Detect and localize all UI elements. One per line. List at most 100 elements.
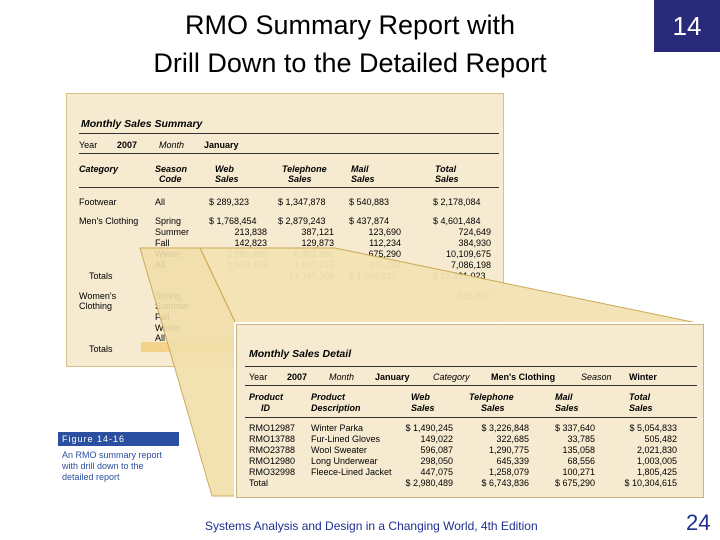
year-label: Year <box>79 140 98 150</box>
divider <box>79 153 499 154</box>
cell-web: 596,087 <box>420 445 453 455</box>
cell-web: 1,930,726 <box>226 260 267 270</box>
cell-season: Fall <box>155 312 170 322</box>
cell-tel: $ 1,347,878 <box>278 197 326 207</box>
cell-season: All <box>155 260 166 270</box>
col-category: Category <box>79 164 119 174</box>
divider <box>79 187 499 188</box>
year-value: 2007 <box>117 140 138 150</box>
col-web-2: Sales <box>215 174 239 184</box>
cell-tel: 1,290,775 <box>488 445 529 455</box>
caption-text: An RMO summary report with drill down to… <box>62 450 178 483</box>
cell-total: 7,086,198 <box>450 260 491 270</box>
figure-caption: Figure 14-16 An RMO summary report with … <box>58 432 179 497</box>
cell-web: 149,022 <box>420 434 453 444</box>
cell-season: Summer <box>155 227 190 237</box>
col-season: Season <box>155 164 188 174</box>
col-web-2: Sales <box>411 403 435 413</box>
caption-line: An RMO summary report <box>62 450 163 460</box>
cell-mail: 349,234 <box>368 260 401 270</box>
cell-total: 1,805,425 <box>636 467 677 477</box>
cell-web: 298,050 <box>420 456 453 466</box>
cell-total: $ 23,391,023 <box>433 271 486 281</box>
cell-total: 384,930 <box>458 238 491 248</box>
cell-category: Women's <box>79 291 117 301</box>
cell-tel: 6,453,896 <box>293 249 334 259</box>
cell-season: All <box>155 333 166 343</box>
col-telephone-2: Sales <box>481 403 505 413</box>
cell-id: Total <box>249 478 269 488</box>
cell-mail: $ 337,640 <box>554 423 595 433</box>
col-total: Total <box>435 164 457 174</box>
cell-id: RMO12987 <box>249 423 296 433</box>
cell-total: 1,003,005 <box>636 456 677 466</box>
cell-mail: 123,690 <box>368 227 401 237</box>
cell-total: 724,649 <box>458 227 491 237</box>
cell-category: Men's Clothing <box>79 216 139 226</box>
cell-total: $ 2,178,084 <box>433 197 481 207</box>
col-mail-2: Sales <box>351 174 375 184</box>
detail-title: Monthly Sales Detail <box>249 348 352 360</box>
cell-web: 2,980,489 <box>226 249 267 259</box>
cell-tel: 1,258,079 <box>488 467 529 477</box>
col-total: Total <box>629 392 651 402</box>
cell-total: $ 4,601,484 <box>433 216 481 226</box>
cell-desc: Fleece-Lined Jacket <box>311 467 392 477</box>
cell-web: $ 1,490,245 <box>405 423 453 433</box>
cell-desc: Wool Sweater <box>311 445 367 455</box>
cell-tel: $ 2,879,243 <box>278 216 326 226</box>
cell-tel: $ 3,226,848 <box>481 423 529 433</box>
chapter-number: 14 <box>672 10 702 41</box>
cell-id: RMO23788 <box>249 445 296 455</box>
cell-season: Summer <box>155 301 190 311</box>
cell-mail: 33,785 <box>567 434 595 444</box>
cell-category: Clothing <box>79 301 113 311</box>
cell-id: RMO13788 <box>249 434 296 444</box>
cell-id: RMO32998 <box>249 467 296 477</box>
cell-mail: $ 675,290 <box>554 478 595 488</box>
cell-category: Footwear <box>79 197 117 207</box>
cell-mail: 675,290 <box>368 249 401 259</box>
cell-desc: Winter Parka <box>311 423 364 433</box>
col-total-2: Sales <box>435 174 459 184</box>
col-web: Web <box>215 164 234 174</box>
summary-title: Monthly Sales Summary <box>81 118 203 130</box>
cell-total: 10,109,675 <box>445 249 491 259</box>
col-total-2: Sales <box>629 403 653 413</box>
category-label: Category <box>433 372 470 382</box>
cell-season: Winter <box>155 249 182 259</box>
month-label: Month <box>329 372 355 382</box>
cell-mail: 100,271 <box>562 467 595 477</box>
cell-season: Fall <box>155 238 170 248</box>
col-product-id-2: ID <box>261 403 270 413</box>
cell-mail: 68,556 <box>567 456 595 466</box>
cell-web: 447,075 <box>420 467 453 477</box>
slide-title-line1: RMO Summary Report with <box>184 10 516 40</box>
col-mail-2: Sales <box>555 403 579 413</box>
col-product-id: Product <box>249 392 284 402</box>
cell-desc: Fur-Lined Gloves <box>311 434 381 444</box>
cell-tel: $ 6,743,836 <box>481 478 529 488</box>
figure-label: Figure 14-16 <box>58 432 179 446</box>
month-label: Month <box>159 140 185 150</box>
cell-tel: 14,747,366 <box>288 271 334 281</box>
col-web: Web <box>411 392 430 402</box>
col-description-2: Description <box>311 403 361 413</box>
cell-category: Totals <box>89 344 113 354</box>
category-value: Men's Clothing <box>491 372 556 382</box>
season-value: Winter <box>629 372 657 382</box>
month-value: January <box>204 140 239 150</box>
caption-line: with drill down to the <box>62 461 144 471</box>
cell-mail: $ 437,874 <box>349 216 390 226</box>
col-telephone: Telephone <box>282 164 327 174</box>
cell-mail: $ 540,883 <box>349 197 390 207</box>
cell-total: 2,021,830 <box>636 445 677 455</box>
cell-id: RMO12980 <box>249 456 296 466</box>
col-telephone-2: Sales <box>288 174 312 184</box>
cell-tel: 322,685 <box>496 434 529 444</box>
cell-web: 142,823 <box>234 238 267 248</box>
cell-category: Totals <box>89 271 113 281</box>
cell-tel: 4,807,235 <box>293 260 334 270</box>
caption-line: detailed report <box>62 472 120 482</box>
slide-title-line2: Drill Down to the Detailed Report <box>153 48 547 78</box>
